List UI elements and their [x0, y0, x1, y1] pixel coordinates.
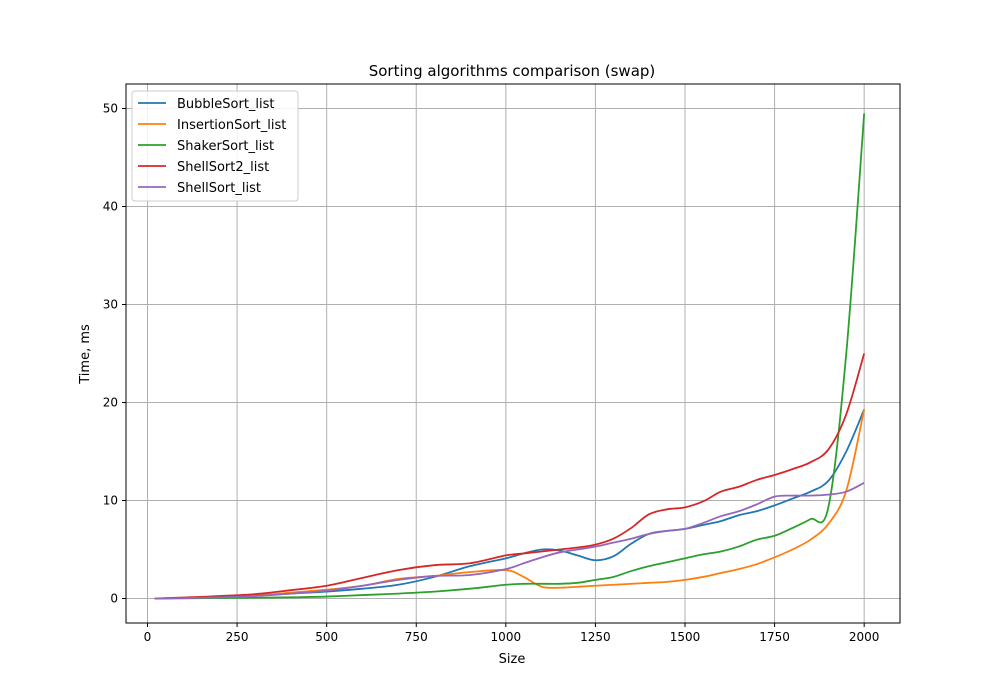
series-line-ShellSort2_list: [154, 353, 866, 600]
x-tick-label: 0: [144, 630, 152, 644]
x-tick-label: 1500: [670, 630, 701, 644]
x-tick-label: 250: [226, 630, 249, 644]
y-tick-label: 10: [103, 494, 118, 508]
x-tick-label: 1250: [580, 630, 611, 644]
grid: [126, 84, 900, 623]
legend-label: ShellSort2_list: [177, 160, 269, 175]
axis-ticks: 0 250 500 750 1000 1250 1500 1750 2000 0 10 20 30 40 5…: [103, 102, 880, 645]
y-tick-label: 20: [103, 396, 118, 410]
series-line-ShellSort_list: [154, 482, 865, 600]
x-tick-label: 1000: [491, 630, 522, 644]
plot-frame: [125, 83, 901, 624]
y-tick-label: 40: [103, 200, 118, 214]
y-tick-label: 0: [110, 592, 118, 606]
series-line-ShakerSort_list: [154, 113, 866, 600]
legend-label: ShakerSort_list: [177, 139, 274, 154]
y-tick-label: 50: [103, 102, 118, 116]
legend: BubbleSort_list InsertionSort_list ShakerS…: [131, 90, 299, 202]
x-tick-label: 750: [405, 630, 428, 644]
y-axis-label: Time, ms: [78, 324, 93, 385]
y-tick-label: 30: [103, 298, 118, 312]
series-lines: [154, 113, 866, 600]
legend-label: ShellSort_list: [177, 181, 261, 196]
legend-label: InsertionSort_list: [177, 118, 286, 133]
x-tick-label: 1750: [759, 630, 790, 644]
legend-box: [131, 90, 299, 202]
legend-label: BubbleSort_list: [177, 97, 275, 112]
x-tick-label: 2000: [849, 630, 880, 644]
series-line-BubbleSort_list: [154, 409, 865, 600]
chart-title: Sorting algorithms comparison (swap): [369, 62, 656, 80]
x-axis-label: Size: [499, 652, 526, 667]
series-line-InsertionSort_list: [154, 409, 866, 600]
x-tick-label: 500: [315, 630, 338, 644]
